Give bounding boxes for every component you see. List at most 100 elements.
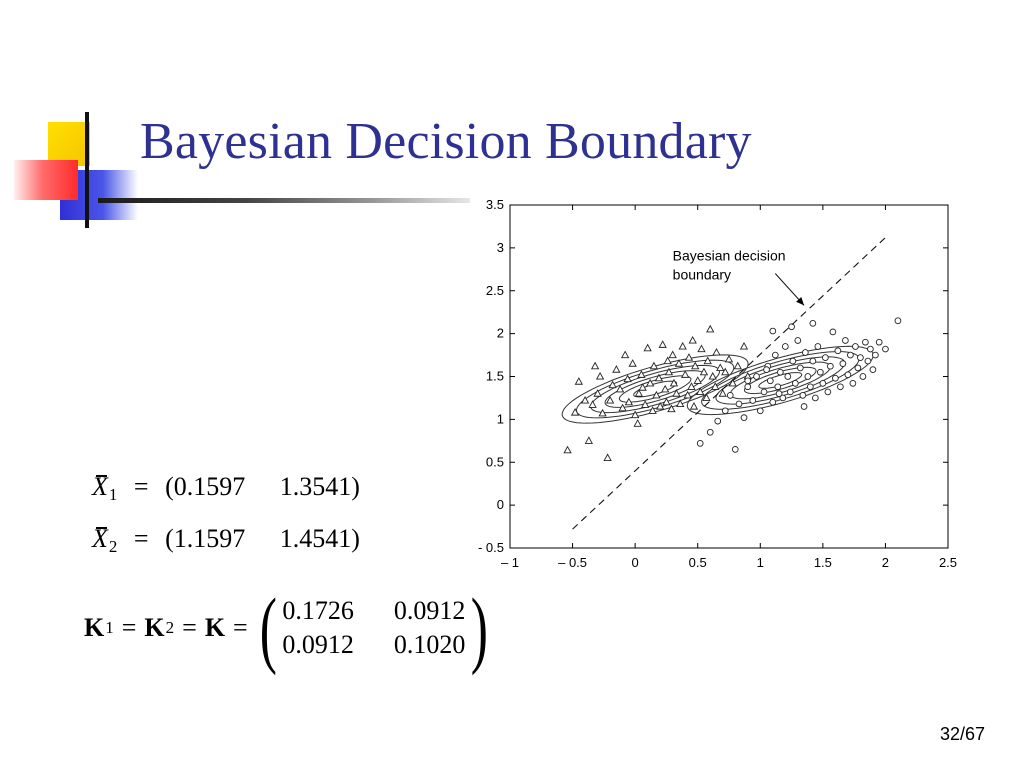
class1-point — [718, 389, 727, 397]
title-underline — [98, 198, 470, 203]
class2-point — [791, 380, 799, 387]
class1-point — [664, 367, 674, 376]
class2-point — [744, 377, 752, 385]
class1-point — [590, 361, 600, 370]
class2-point — [832, 374, 839, 382]
class1-point — [652, 390, 661, 399]
class1-point — [588, 400, 597, 408]
y-tick-label: 2 — [497, 326, 504, 341]
class1-point — [669, 378, 679, 387]
class2-point — [744, 383, 752, 391]
class1-point — [658, 340, 667, 348]
class1-contour — [604, 370, 706, 408]
class1-point — [649, 361, 659, 370]
class2-point — [839, 360, 847, 367]
class1-point — [624, 397, 634, 406]
class2-point — [894, 317, 902, 325]
class1-point — [672, 389, 681, 397]
class2-point — [869, 366, 877, 373]
class1-point — [702, 393, 711, 401]
class2-point — [852, 343, 859, 350]
class2-point — [819, 380, 827, 387]
class1-point — [674, 359, 684, 367]
class2-point — [781, 343, 789, 350]
class1-point — [570, 407, 580, 416]
class1-point — [688, 335, 697, 344]
class1-point — [574, 377, 583, 385]
class1-point — [618, 403, 627, 412]
class2-point — [854, 364, 862, 372]
class1-point — [662, 397, 671, 406]
class2-point — [822, 354, 829, 361]
class2-point — [756, 407, 764, 415]
class2-point — [837, 383, 844, 391]
class2-point — [842, 337, 849, 344]
class2-point — [775, 390, 783, 398]
class1-point — [687, 382, 696, 390]
class1-contour — [590, 364, 721, 414]
class2-point — [784, 373, 792, 380]
class2-point — [844, 371, 852, 379]
matrix-cell: 0.1020 — [393, 630, 466, 659]
class2-point — [740, 414, 748, 422]
class2-point — [801, 349, 809, 356]
class1-point — [645, 378, 655, 387]
class2-point — [814, 343, 822, 350]
mean-x2-equation: X2 = (1.1597 1.4541) — [92, 524, 360, 556]
x-tick-label: 2 — [882, 555, 889, 570]
class2-contour — [701, 351, 860, 410]
class1-point — [699, 367, 709, 376]
class2-point — [753, 373, 760, 380]
class1-point — [697, 344, 706, 353]
class2-point — [799, 392, 807, 399]
y-tick-label: - 0.5 — [478, 540, 504, 555]
class1-point — [654, 373, 664, 382]
red-square — [14, 160, 78, 200]
matrix-left-paren: ( — [259, 580, 277, 676]
class2-point — [796, 364, 804, 372]
class1-point — [711, 382, 720, 390]
y-tick-label: 3.5 — [486, 197, 504, 212]
k1-symbol: K — [84, 613, 105, 642]
class1-point — [656, 401, 665, 410]
class2-point — [771, 351, 779, 359]
class1-point — [620, 350, 630, 359]
class1-point — [661, 384, 670, 393]
class1-point — [638, 383, 647, 391]
vertical-rule — [85, 112, 89, 228]
matrix-cell: 0.1726 — [282, 596, 354, 625]
class2-point — [847, 351, 854, 359]
x-tick-label: 0 — [632, 555, 639, 570]
class1-point — [739, 341, 749, 350]
class2-point — [809, 319, 817, 327]
class1-point — [598, 408, 607, 417]
class2-point — [817, 368, 824, 376]
class1-point — [721, 367, 730, 376]
class1-point — [633, 419, 642, 427]
x1-symbol: X — [92, 472, 108, 501]
class2-point — [794, 337, 802, 344]
class1-point — [608, 380, 617, 389]
y-tick-label: 2.5 — [486, 283, 504, 298]
class1-point — [693, 376, 702, 384]
class2-point — [789, 357, 797, 365]
k2-subscript: 2 — [165, 618, 175, 637]
class2-point — [786, 388, 794, 396]
x1-value-1: (0.1597 — [165, 472, 246, 501]
class2-point — [735, 400, 743, 408]
x-tick-label: 1 — [757, 555, 764, 570]
k-symbol: K — [204, 613, 226, 642]
class1-point — [689, 401, 699, 410]
mean-x1-equation: X1 = (0.1597 1.3541) — [92, 472, 360, 504]
class1-contour — [633, 380, 678, 398]
class2-point — [864, 357, 872, 365]
class2-point — [726, 392, 734, 399]
class2-point — [766, 377, 774, 385]
class1-point — [728, 378, 737, 387]
class2-point — [827, 362, 834, 370]
class1-point — [580, 395, 590, 404]
class1-point — [634, 389, 644, 397]
class2-point — [809, 357, 817, 365]
class2-point — [859, 373, 867, 380]
